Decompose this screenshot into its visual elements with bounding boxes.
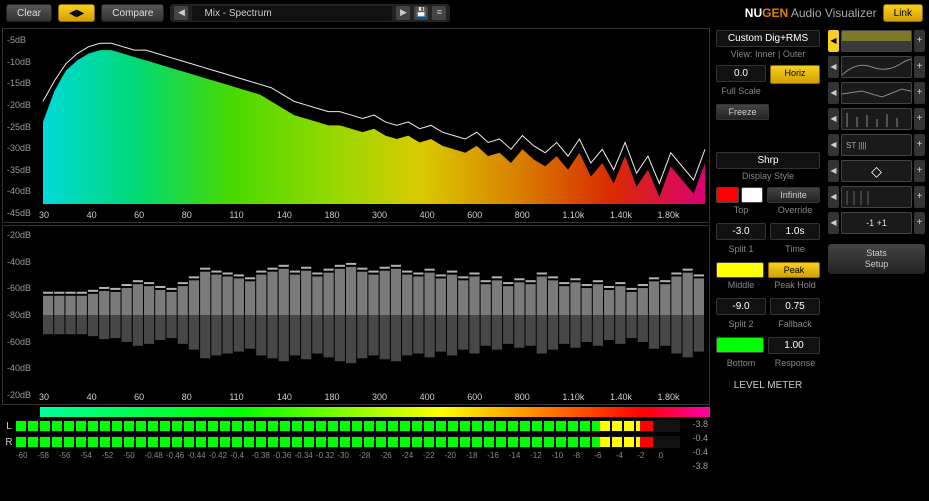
side-panel: ◀ + ◀ + ◀ + ◀ + ◀ ST |||| + bbox=[824, 26, 929, 501]
level-meter-label: LEVEL METER bbox=[716, 380, 820, 391]
view-slot-2: ◀ + bbox=[828, 56, 925, 78]
preset-menu-button[interactable]: ≡ bbox=[432, 6, 446, 20]
slot-thumb[interactable]: ◇ bbox=[841, 160, 912, 182]
peak-button[interactable]: Peak bbox=[768, 262, 820, 278]
l-value: -0.4 bbox=[692, 433, 708, 443]
slot-add-icon[interactable]: + bbox=[914, 82, 925, 104]
slot-add-icon[interactable]: + bbox=[914, 160, 925, 182]
fallback-field[interactable]: 0.75 bbox=[770, 298, 820, 315]
fallback-label: Fallback bbox=[770, 319, 820, 329]
view-slot-6: ◀ ◇ + bbox=[828, 160, 925, 182]
display-style-label: Display Style bbox=[716, 171, 820, 181]
r-value: -0.4 bbox=[692, 447, 708, 457]
preset-play-button[interactable]: ▶ bbox=[396, 6, 410, 20]
full-scale-label: Full Scale bbox=[716, 86, 766, 96]
meter-row-l: L -0.4 bbox=[2, 419, 710, 433]
view-slot-5: ◀ ST |||| + bbox=[828, 134, 925, 156]
slot-select-icon[interactable]: ◀ bbox=[828, 108, 839, 130]
top-color-swatch-1[interactable] bbox=[716, 187, 739, 203]
split1-label: Split 1 bbox=[716, 244, 766, 254]
slot-thumb[interactable]: ST |||| bbox=[841, 134, 912, 156]
meter-scale: -60-58-56-54-52-50-0.48-0.46-0.44-0.42-0… bbox=[2, 451, 710, 460]
app-root: Clear ◀▶ Compare ◀ Mix - Spectrum ▶ 💾 ≡ … bbox=[0, 0, 929, 501]
split2-label: Split 2 bbox=[716, 319, 766, 329]
peak-hold-label: Peak Hold bbox=[770, 280, 820, 290]
slot-add-icon[interactable]: + bbox=[914, 30, 925, 52]
meter-bar-l bbox=[16, 420, 680, 432]
split2-field[interactable]: -9.0 bbox=[716, 298, 766, 315]
display-style-field[interactable]: Shrp bbox=[716, 152, 820, 169]
view-label: View: Inner | Outer bbox=[716, 49, 820, 59]
top-label: Top bbox=[716, 205, 766, 215]
slot-add-icon[interactable]: + bbox=[914, 134, 925, 156]
slot-thumb[interactable] bbox=[841, 186, 912, 208]
bar-spectrum-view: -20dB-40dB-60dB-80dB-60dB-40dB-20dB 3040… bbox=[2, 225, 710, 405]
view-slot-4: ◀ + bbox=[828, 108, 925, 130]
peak-top-value: -3.8 bbox=[692, 419, 708, 429]
compare-button[interactable]: Compare bbox=[101, 4, 164, 22]
override-label: Override bbox=[770, 205, 820, 215]
bar-graph bbox=[3, 226, 711, 404]
slot-thumb[interactable] bbox=[841, 82, 912, 104]
preset-prev-button[interactable]: ◀ bbox=[174, 6, 188, 20]
response-field[interactable]: 1.00 bbox=[768, 337, 820, 354]
level-meter: -3.8 L -0.4 R bbox=[2, 419, 710, 481]
slot-select-icon[interactable]: ◀ bbox=[828, 82, 839, 104]
preset-save-button[interactable]: 💾 bbox=[414, 6, 428, 20]
spectrum-graph bbox=[3, 29, 711, 222]
slot-thumb[interactable] bbox=[841, 56, 912, 78]
preset-mode-field[interactable]: Custom Dig+RMS bbox=[716, 30, 820, 47]
bottom-label: Bottom bbox=[716, 358, 766, 368]
view-slot-1: ◀ + bbox=[828, 30, 925, 52]
spectrum-view: -5dB-10dB-15dB-20dB-25dB-30dB-35dB-40dB-… bbox=[2, 28, 710, 223]
spectrum-freq-labels: 304060801101401803004006008001.10k1.40k1… bbox=[39, 210, 705, 220]
bottom-color-swatch[interactable] bbox=[716, 337, 764, 353]
meter-row-r: R -0.4 bbox=[2, 435, 710, 449]
preset-name[interactable]: Mix - Spectrum bbox=[192, 6, 392, 21]
frequency-color-strip bbox=[40, 407, 710, 417]
ab-toggle-button[interactable]: ◀▶ bbox=[58, 4, 95, 22]
slot-add-icon[interactable]: + bbox=[914, 186, 925, 208]
full-scale-field[interactable]: 0.0 bbox=[716, 65, 766, 82]
meter-bar-r bbox=[16, 436, 680, 448]
peak-bot-value: -3.8 bbox=[692, 461, 708, 471]
brand-logo: NUGEN Audio Visualizer bbox=[745, 6, 877, 20]
horiz-button[interactable]: Horiz bbox=[770, 65, 820, 84]
slot-select-icon[interactable]: ◀ bbox=[828, 186, 839, 208]
slot-add-icon[interactable]: + bbox=[914, 212, 925, 234]
time-label: Time bbox=[770, 244, 820, 254]
slot-add-icon[interactable]: + bbox=[914, 56, 925, 78]
slot-select-icon[interactable]: ◀ bbox=[828, 56, 839, 78]
slot-add-icon[interactable]: + bbox=[914, 108, 925, 130]
top-color-swatch-2[interactable] bbox=[741, 187, 764, 203]
toolbar: Clear ◀▶ Compare ◀ Mix - Spectrum ▶ 💾 ≡ … bbox=[0, 0, 929, 26]
view-slot-3: ◀ + bbox=[828, 82, 925, 104]
channel-r-label: R bbox=[2, 437, 16, 448]
middle-label: Middle bbox=[716, 280, 766, 290]
response-label: Response bbox=[770, 358, 820, 368]
stats-setup-button[interactable]: StatsSetup bbox=[828, 244, 925, 274]
slot-select-icon[interactable]: ◀ bbox=[828, 134, 839, 156]
clear-button[interactable]: Clear bbox=[6, 4, 52, 22]
split1-field[interactable]: -3.0 bbox=[716, 223, 766, 240]
freeze-button[interactable]: Freeze bbox=[716, 104, 769, 120]
infinite-button[interactable]: Infinite bbox=[767, 187, 820, 203]
slot-thumb[interactable] bbox=[841, 108, 912, 130]
visualization-column: -5dB-10dB-15dB-20dB-25dB-30dB-35dB-40dB-… bbox=[0, 26, 712, 501]
slot-select-icon[interactable]: ◀ bbox=[828, 160, 839, 182]
slot-select-icon[interactable]: ◀ bbox=[828, 212, 839, 234]
middle-color-swatch[interactable] bbox=[716, 262, 764, 278]
channel-l-label: L bbox=[2, 421, 16, 432]
preset-bar: ◀ Mix - Spectrum ▶ 💾 ≡ bbox=[170, 4, 450, 22]
view-slot-8: ◀ -1 +1 + bbox=[828, 212, 925, 234]
view-slot-7: ◀ + bbox=[828, 186, 925, 208]
time-field[interactable]: 1.0s bbox=[770, 223, 820, 240]
bar-freq-labels: 304060801101401803004006008001.10k1.40k1… bbox=[39, 392, 705, 402]
slot-thumb[interactable] bbox=[841, 30, 912, 52]
slot-select-icon[interactable]: ◀ bbox=[828, 30, 839, 52]
control-column: Custom Dig+RMS View: Inner | Outer 0.0 H… bbox=[712, 26, 824, 501]
slot-thumb[interactable]: -1 +1 bbox=[841, 212, 912, 234]
main-area: -5dB-10dB-15dB-20dB-25dB-30dB-35dB-40dB-… bbox=[0, 26, 929, 501]
link-button[interactable]: Link bbox=[883, 4, 923, 22]
